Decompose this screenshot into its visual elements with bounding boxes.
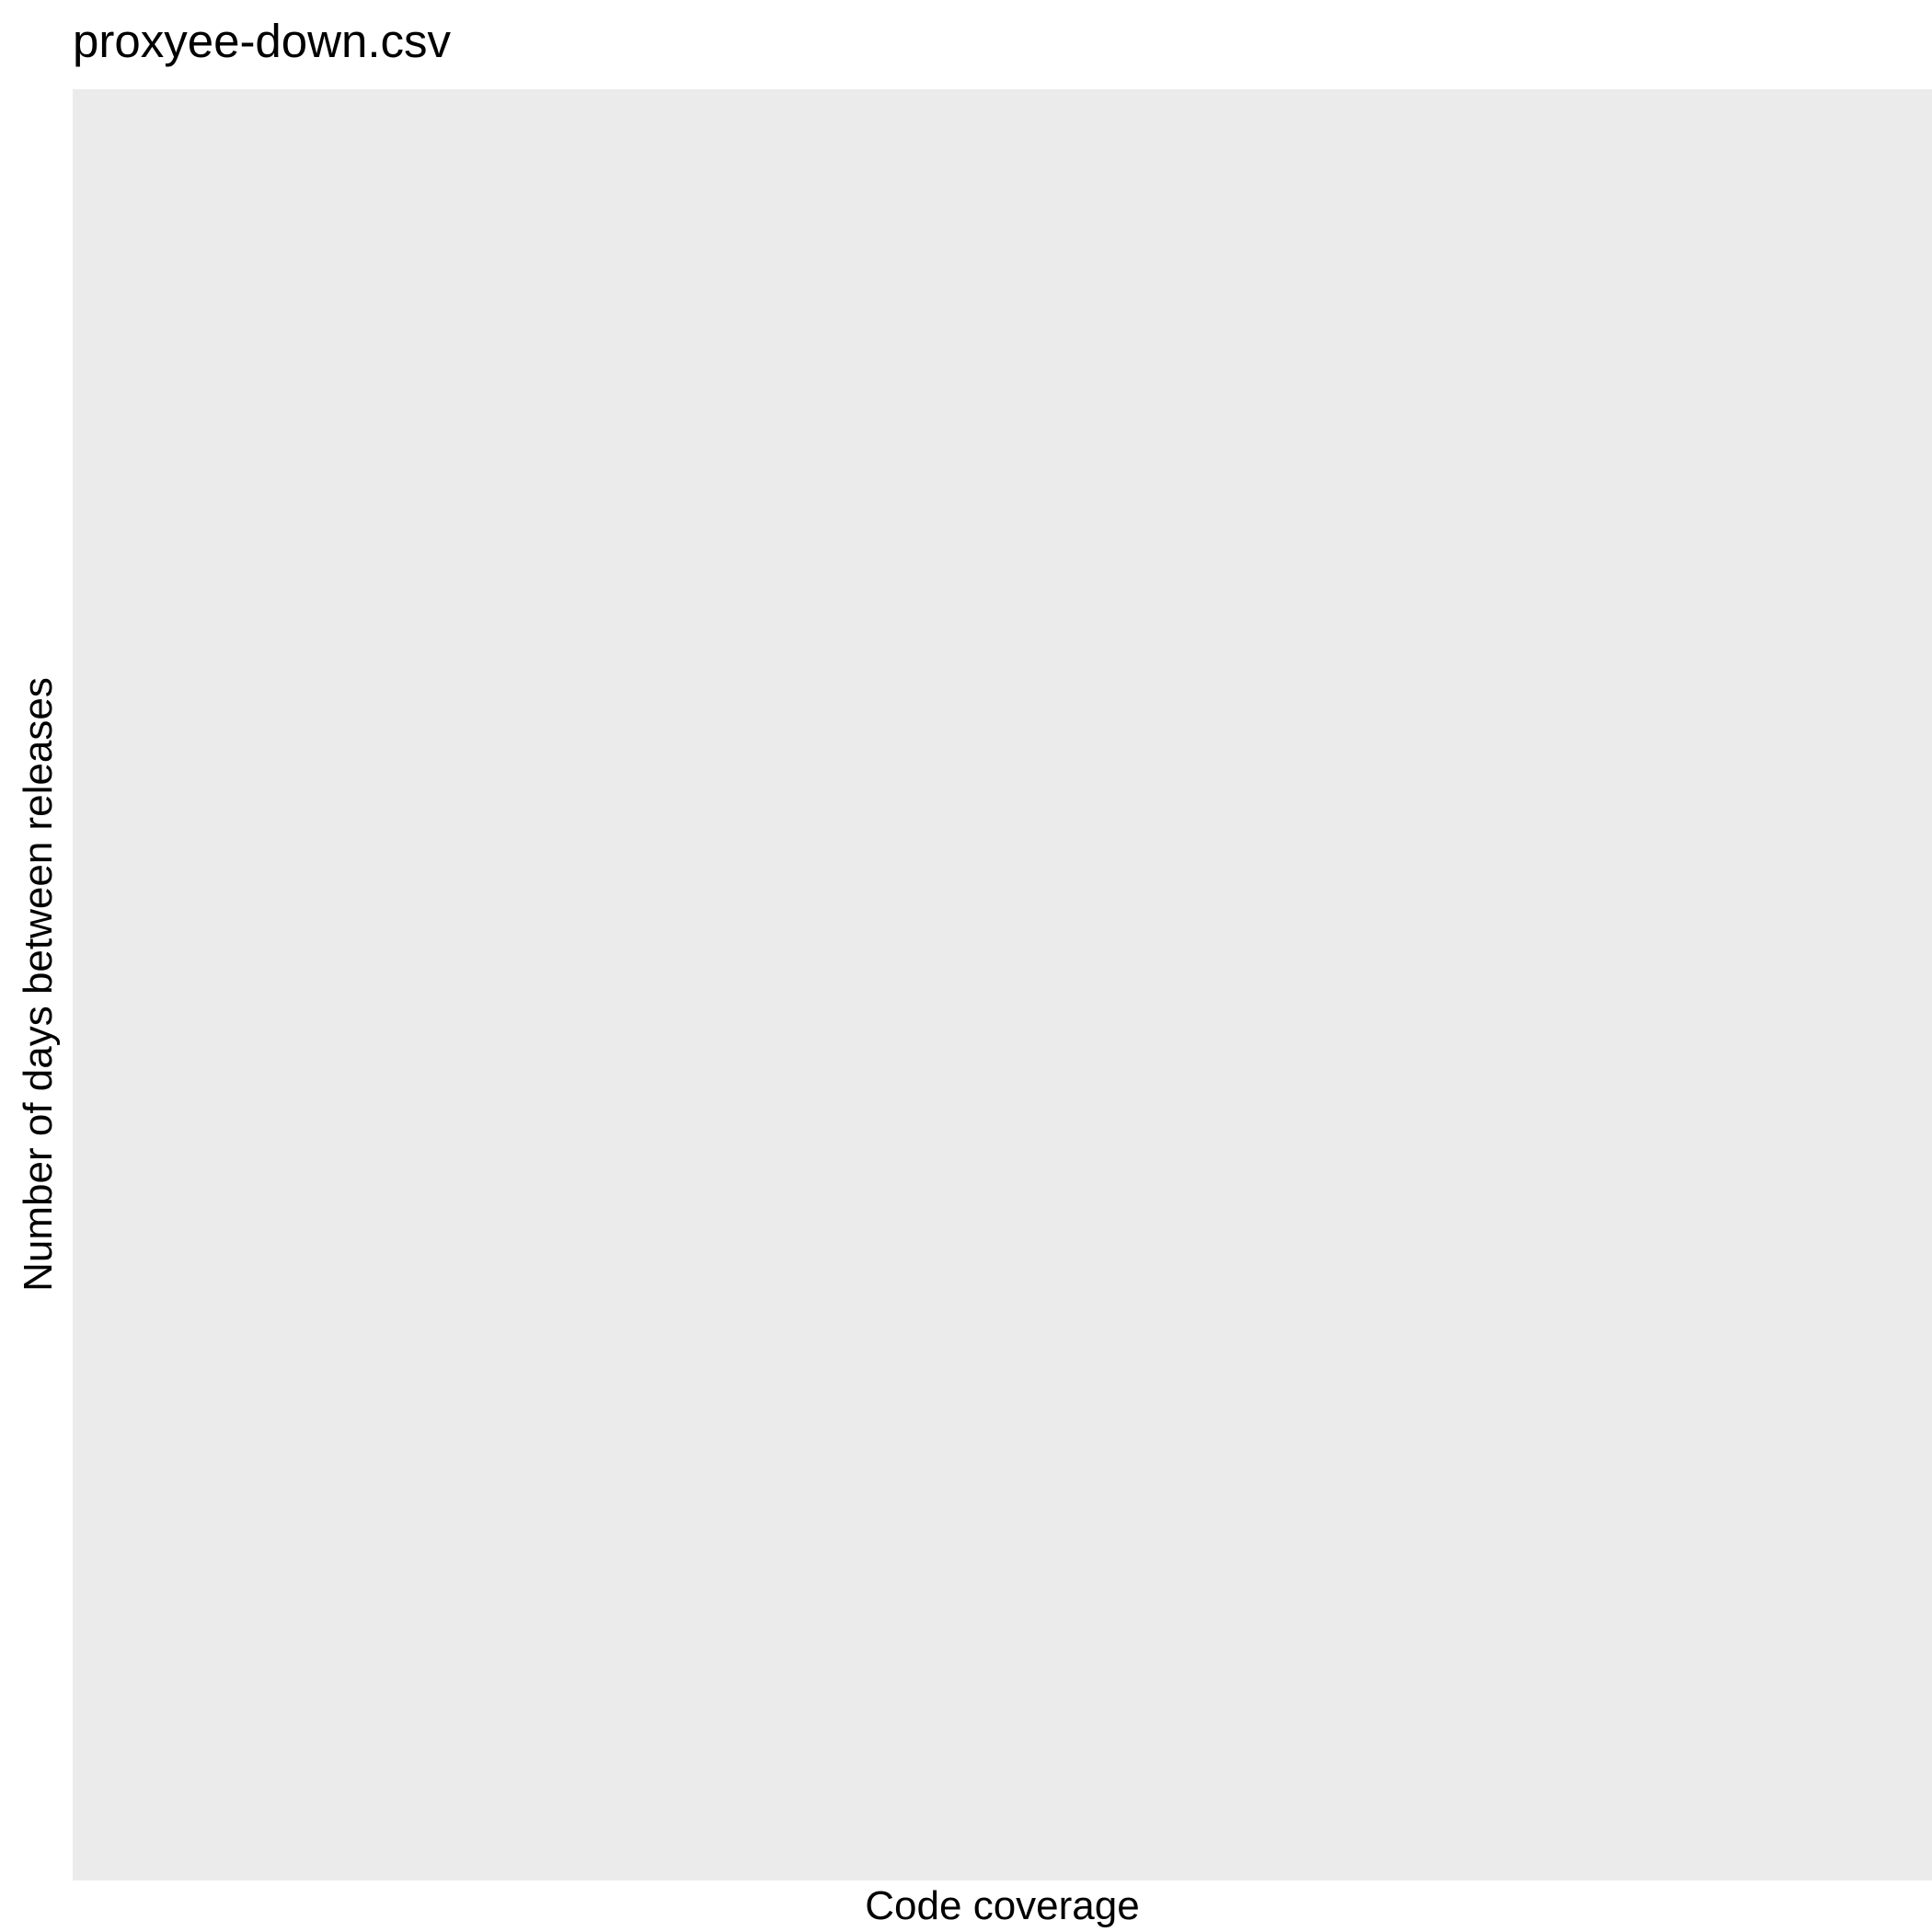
y-axis-label: Number of days between releases [13,677,64,1292]
chart-title: proxyee-down.csv [73,11,451,72]
plot-panel [73,89,1932,1880]
x-axis-label: Code coverage [73,1880,1932,1932]
